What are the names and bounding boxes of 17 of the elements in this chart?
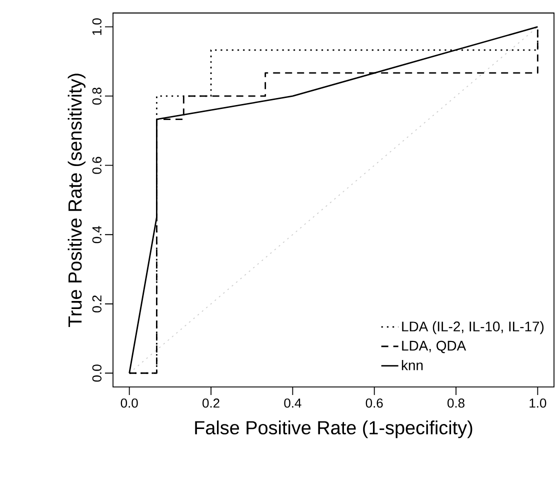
x-tick-label: 0.8 xyxy=(448,398,464,408)
y-tick-label: 0.2 xyxy=(92,296,102,312)
legend-label: knn xyxy=(402,360,423,370)
x-tick-label: 0.0 xyxy=(120,398,138,408)
x-axis-title: False Positive Rate (1-specificity) xyxy=(195,420,472,438)
legend-label: LDA, QDA xyxy=(402,340,466,354)
y-tick-label: 1.0 xyxy=(92,18,102,35)
x-tick-label: 1.0 xyxy=(530,398,546,408)
y-tick-label: 0.6 xyxy=(92,156,102,174)
x-tick-label: 0.4 xyxy=(284,398,302,408)
y-tick-label: 0.0 xyxy=(92,364,102,382)
y-tick-label: 0.8 xyxy=(92,88,102,105)
y-axis-title: True Positive Rate (sensitivity) xyxy=(68,74,86,328)
x-tick-label: 0.2 xyxy=(202,398,220,408)
y-tick-label: 0.4 xyxy=(92,226,102,244)
legend-label: LDA (IL-2, IL-10, IL-17) xyxy=(402,321,544,334)
x-tick-label: 0.6 xyxy=(366,398,383,408)
